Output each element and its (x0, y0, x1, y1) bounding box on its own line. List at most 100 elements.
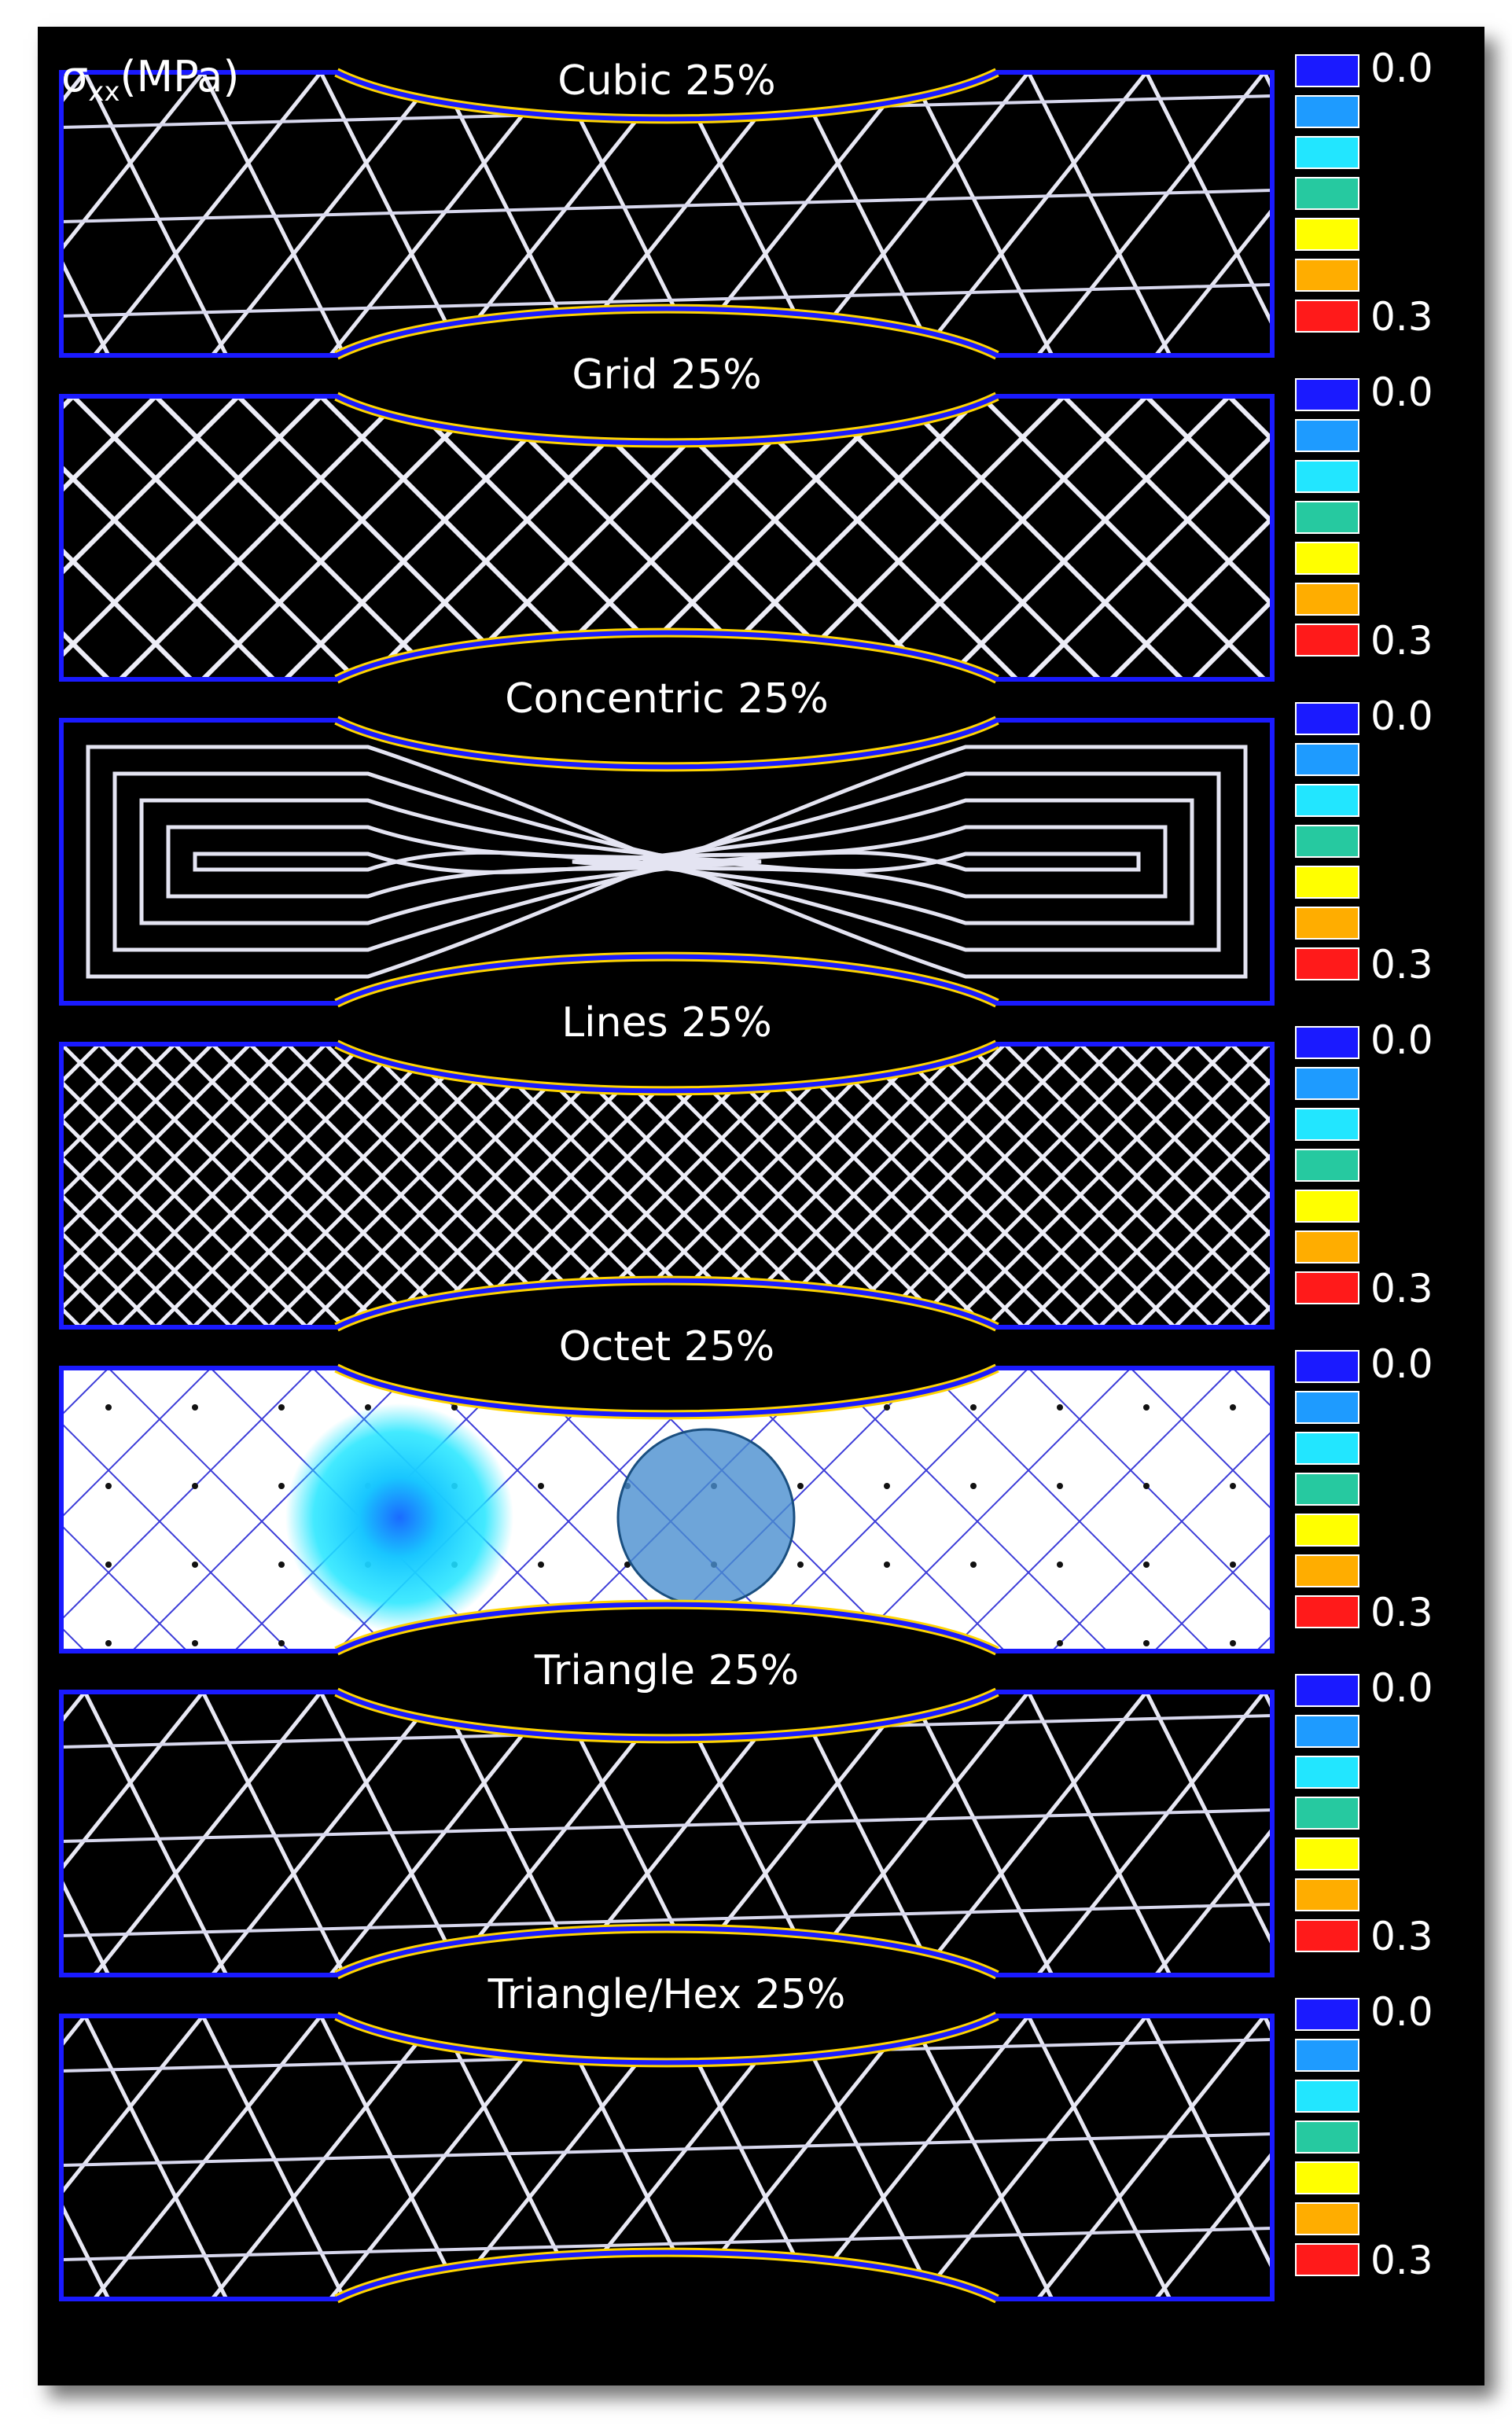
colorbar-min-label: 0.0 (1370, 1341, 1433, 1387)
highlight-circle (616, 1428, 796, 1607)
colorbar-swatch (1295, 1998, 1359, 2031)
colorbar-swatch (1295, 1797, 1359, 1830)
colorbar: 0.0 0.3 (1295, 1989, 1433, 2283)
colorbar-swatch (1295, 218, 1359, 251)
colorbar-swatch (1295, 907, 1359, 940)
colorbar-swatch (1295, 378, 1359, 411)
colorbar-max-label: 0.3 (1370, 1266, 1433, 1311)
panel-title: Concentric 25% (505, 675, 829, 723)
colorbar-min-label: 0.0 (1370, 693, 1433, 739)
infill-pattern (86, 745, 1248, 979)
colorbar-swatch (1295, 1067, 1359, 1100)
specimen-outline (59, 718, 1275, 1006)
infill-pattern (61, 1692, 1272, 1975)
colorbar-swatch (1295, 866, 1359, 899)
colorbar-swatch (1295, 1190, 1359, 1223)
figure-frame: Cubic 25% 0.0 0.3 Grid 25% 0.0 0.3 Concentric … (38, 27, 1484, 2385)
panel-grid: Grid 25% 0.0 0.3 (59, 351, 1433, 684)
colorbar: 0.0 0.3 (1295, 1017, 1433, 1311)
colorbar-swatch (1295, 1108, 1359, 1141)
colorbar-swatch (1295, 136, 1359, 169)
colorbar-swatch (1295, 2202, 1359, 2235)
panel-title: Triangle 25% (534, 1647, 799, 1694)
colorbar-swatch (1295, 1514, 1359, 1547)
panel-trihex: Triangle/Hex 25% 0.0 0.3 (59, 1971, 1433, 2304)
colorbar-max-label: 0.3 (1370, 942, 1433, 988)
colorbar-swatch (1295, 2080, 1359, 2113)
colorbar-swatch (1295, 1674, 1359, 1707)
colorbar-swatch (1295, 702, 1359, 735)
colorbar-swatch (1295, 1391, 1359, 1424)
panel-lines: Lines 25% 0.0 0.3 (59, 999, 1433, 1332)
infill-pattern (61, 1368, 1272, 1651)
axis-title: σxx(MPa) (61, 52, 239, 108)
panel-title: Octet 25% (559, 1323, 774, 1370)
colorbar-swatch (1295, 825, 1359, 858)
colorbar-max-label: 0.3 (1370, 1914, 1433, 1959)
colorbar-swatch (1295, 1473, 1359, 1506)
colorbar-swatch (1295, 2161, 1359, 2194)
colorbar-swatch (1295, 1026, 1359, 1059)
panel-octet: Octet 25% 0.0 0.3 (59, 1323, 1433, 1656)
colorbar-min-label: 0.0 (1370, 370, 1433, 415)
colorbar-swatch (1295, 1271, 1359, 1304)
panel-concentric: Concentric 25% 0.0 0.3 (59, 675, 1433, 1008)
colorbar-swatch (1295, 300, 1359, 333)
colorbar-swatch (1295, 1715, 1359, 1748)
colorbar-swatch (1295, 54, 1359, 87)
colorbar-min-label: 0.0 (1370, 1665, 1433, 1711)
specimen-outline (59, 1042, 1275, 1330)
colorbar-swatch (1295, 95, 1359, 128)
colorbar-swatch (1295, 1878, 1359, 1911)
panel-title: Lines 25% (561, 999, 772, 1046)
colorbar-swatch (1295, 1432, 1359, 1465)
specimen-outline (59, 1690, 1275, 1977)
colorbar-swatch (1295, 583, 1359, 616)
colorbar-swatch (1295, 743, 1359, 776)
colorbar-swatch (1295, 177, 1359, 210)
colorbar-swatch (1295, 419, 1359, 452)
colorbar-max-label: 0.3 (1370, 618, 1433, 664)
stress-hotspot (285, 1403, 513, 1631)
colorbar-swatch (1295, 501, 1359, 534)
colorbar-max-label: 0.3 (1370, 2238, 1433, 2283)
colorbar-swatch (1295, 259, 1359, 292)
panel-title: Cubic 25% (557, 57, 775, 105)
stress-unit: (MPa) (120, 52, 239, 101)
colorbar-swatch (1295, 542, 1359, 575)
colorbar-swatch (1295, 784, 1359, 817)
colorbar-swatch (1295, 1149, 1359, 1182)
colorbar-swatch (1295, 1595, 1359, 1628)
colorbar-swatch (1295, 1230, 1359, 1263)
sigma-symbol: σ (61, 52, 88, 101)
colorbar-swatch (1295, 2243, 1359, 2276)
colorbar-swatch (1295, 623, 1359, 657)
panel-title: Triangle/Hex 25% (487, 1971, 846, 2018)
colorbar: 0.0 0.3 (1295, 1341, 1433, 1635)
colorbar-swatch (1295, 1837, 1359, 1870)
panel-cubic: Cubic 25% 0.0 0.3 (59, 46, 1433, 360)
colorbar-swatch (1295, 460, 1359, 493)
colorbar-swatch (1295, 1756, 1359, 1789)
colorbar: 0.0 0.3 (1295, 370, 1433, 664)
colorbar-swatch (1295, 947, 1359, 980)
colorbar: 0.0 0.3 (1295, 693, 1433, 988)
colorbar: 0.0 0.3 (1295, 1665, 1433, 1959)
colorbar-swatch (1295, 1554, 1359, 1587)
colorbar-swatch (1295, 2121, 1359, 2154)
infill-pattern (61, 396, 1272, 679)
specimen-outline (59, 394, 1275, 682)
specimen-outline (59, 2014, 1275, 2301)
colorbar-swatch (1295, 1350, 1359, 1383)
colorbar-max-label: 0.3 (1370, 1590, 1433, 1635)
colorbar: 0.0 0.3 (1295, 46, 1433, 340)
colorbar-min-label: 0.0 (1370, 46, 1433, 91)
panel-title: Grid 25% (572, 351, 761, 399)
specimen-outline (59, 1366, 1275, 1653)
colorbar-swatch (1295, 1919, 1359, 1952)
specimen-outline (59, 70, 1275, 358)
panel-triangle: Triangle 25% 0.0 0.3 (59, 1647, 1433, 1980)
colorbar-min-label: 0.0 (1370, 1017, 1433, 1063)
